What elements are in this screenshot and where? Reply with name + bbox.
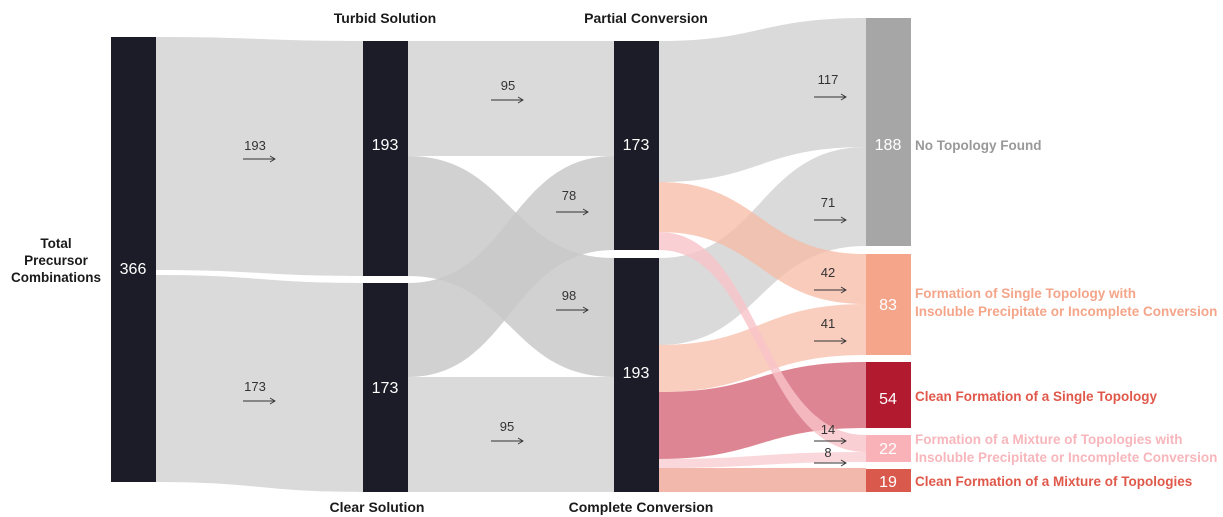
outcome-no-topology: No Topology Found bbox=[915, 138, 1041, 153]
node-total-value: 366 bbox=[120, 261, 147, 278]
node-partial bbox=[614, 41, 659, 250]
outcome-mixture-insoluble-line-2: Insoluble Precipitate or Incomplete Conv… bbox=[915, 450, 1217, 465]
flow-label-partial-to-mixture-insoluble: 14 bbox=[821, 422, 835, 437]
node-total bbox=[111, 37, 156, 482]
flow-clear-to-partial bbox=[408, 156, 614, 377]
node-clear bbox=[363, 283, 408, 492]
header-partial: Partial Conversion bbox=[584, 10, 708, 26]
flow-label-clear-to-complete: 95 bbox=[500, 419, 514, 434]
arrow-icon bbox=[491, 96, 524, 104]
arrow-icon bbox=[814, 337, 847, 345]
node-single-insoluble-value: 83 bbox=[879, 297, 897, 314]
outcome-clean-mixture: Clean Formation of a Mixture of Topologi… bbox=[915, 474, 1192, 489]
left-label: Total Precursor Combinations bbox=[11, 236, 101, 285]
outcome-single-insoluble-line-1: Formation of Single Topology with bbox=[915, 286, 1136, 301]
flow-label-total-to-turbid: 193 bbox=[244, 138, 266, 153]
node-single-insoluble bbox=[866, 254, 911, 355]
flow-clear-to-complete bbox=[408, 377, 614, 492]
node-mixture-insoluble bbox=[866, 435, 911, 462]
node-layer bbox=[111, 18, 911, 492]
flow-partial-to-single-insoluble bbox=[659, 182, 866, 304]
node-clean-single-value: 54 bbox=[879, 391, 897, 408]
flow-labels: 193 173 95 78 98 95 117 71 42 41 14 8 bbox=[243, 72, 847, 467]
flow-label-complete-to-none: 71 bbox=[821, 195, 835, 210]
flow-label-complete-to-single-insoluble: 41 bbox=[821, 316, 835, 331]
node-mixture-insoluble-value: 22 bbox=[879, 441, 897, 458]
flow-complete-to-clean-mixture bbox=[659, 468, 866, 492]
arrow-icon bbox=[814, 93, 847, 101]
left-label-line-1: Total bbox=[40, 236, 71, 251]
column-headers: Turbid Solution Partial Conversion Clear… bbox=[330, 10, 714, 515]
flow-complete-to-clean-single bbox=[659, 362, 866, 459]
left-label-line-2: Precursor bbox=[24, 253, 89, 268]
outcome-clean-single: Clean Formation of a Single Topology bbox=[915, 389, 1157, 404]
header-turbid: Turbid Solution bbox=[334, 10, 436, 26]
node-partial-value: 173 bbox=[623, 137, 650, 154]
arrow-icon bbox=[243, 155, 276, 163]
flow-partial-to-none bbox=[659, 18, 866, 182]
arrow-icon bbox=[814, 286, 847, 294]
arrow-icon bbox=[243, 397, 276, 405]
outcome-labels: No Topology Found Formation of Single To… bbox=[915, 138, 1217, 489]
header-complete: Complete Conversion bbox=[569, 499, 714, 515]
node-clean-mixture bbox=[866, 469, 911, 492]
node-turbid-value: 193 bbox=[372, 137, 399, 154]
node-complete bbox=[614, 258, 659, 492]
flow-label-complete-to-mixture-insoluble: 8 bbox=[824, 445, 831, 460]
flow-total-to-turbid bbox=[156, 37, 363, 276]
flow-complete-to-mixture-insoluble bbox=[659, 452, 866, 468]
arrow-icon bbox=[814, 216, 847, 224]
left-label-line-3: Combinations bbox=[11, 270, 101, 285]
node-complete-value: 193 bbox=[623, 365, 650, 382]
flow-label-turbid-to-partial: 95 bbox=[501, 78, 515, 93]
flow-label-partial-to-single-insoluble: 42 bbox=[821, 265, 835, 280]
node-clear-value: 173 bbox=[372, 380, 399, 397]
arrow-icon bbox=[814, 437, 847, 445]
flow-label-total-to-clear: 173 bbox=[244, 379, 266, 394]
node-clean-single bbox=[866, 362, 911, 428]
arrow-icon bbox=[491, 437, 524, 445]
arrow-icon bbox=[556, 208, 589, 216]
arrow-icon bbox=[814, 459, 847, 467]
flow-label-partial-to-none: 117 bbox=[818, 72, 839, 87]
header-clear: Clear Solution bbox=[330, 499, 425, 515]
node-no-topology-value: 188 bbox=[875, 137, 902, 154]
node-turbid bbox=[363, 41, 408, 276]
flow-total-to-clear bbox=[156, 275, 363, 492]
flow-layer bbox=[156, 18, 866, 492]
node-no-topology bbox=[866, 18, 911, 246]
flow-label-clear-to-partial: 78 bbox=[562, 188, 576, 203]
arrow-icon bbox=[556, 306, 589, 314]
flow-label-turbid-to-complete: 98 bbox=[562, 288, 576, 303]
node-values: 366 193 173 173 193 188 83 54 22 19 bbox=[120, 137, 902, 491]
outcome-single-insoluble-line-2: Insoluble Precipitate or Incomplete Conv… bbox=[915, 304, 1217, 319]
outcome-mixture-insoluble-line-1: Formation of a Mixture of Topologies wit… bbox=[915, 432, 1183, 447]
flow-partial-to-mixture-insoluble bbox=[659, 232, 866, 452]
node-clean-mixture-value: 19 bbox=[879, 474, 897, 491]
flow-turbid-to-partial bbox=[408, 41, 614, 156]
